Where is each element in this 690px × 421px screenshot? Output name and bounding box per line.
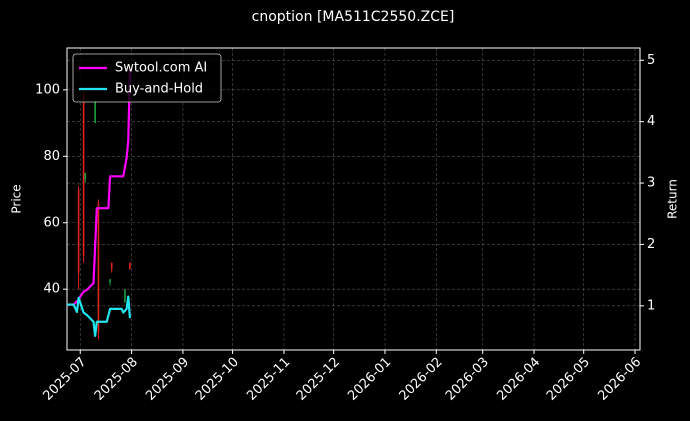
line-series: [67, 295, 132, 337]
x-tick-label: 2026-02: [397, 355, 446, 404]
candle-body: [84, 172, 87, 180]
x-tick-label: 2026-04: [494, 355, 543, 404]
y-tick-label: 40: [43, 282, 60, 297]
y2-axis-label: Return: [666, 179, 680, 219]
y-axis-label: Price: [10, 184, 24, 213]
x-tick-label: 2025-07: [41, 355, 90, 404]
y-tick-label: 60: [43, 215, 60, 230]
y2-tick-label: 4: [647, 114, 655, 129]
x-tick-label: 2025-11: [244, 355, 293, 404]
y2-tick-label: 5: [647, 53, 655, 68]
y-tick-label: 80: [43, 149, 60, 164]
x-tick-label: 2026-01: [345, 355, 394, 404]
candle-body: [94, 99, 96, 124]
candle-body: [82, 93, 85, 256]
y2-tick-label: 2: [647, 237, 655, 252]
legend-label: Swtool.com AI: [115, 61, 207, 76]
x-tick-label: 2025-12: [294, 355, 343, 404]
candle-body: [124, 289, 126, 303]
x-tick-label: 2026-06: [595, 355, 644, 404]
x-tick-label: 2025-08: [92, 355, 141, 404]
candle-body: [109, 279, 111, 283]
x-tick-label: 2025-09: [143, 355, 192, 404]
chart-title: cnoption [MA511C2550.ZCE]: [252, 9, 455, 25]
candle-body: [77, 189, 80, 273]
y-tick-label: 100: [35, 82, 60, 97]
plot-frame: [66, 47, 641, 351]
legend-label: Buy-and-Hold: [115, 82, 203, 97]
y2-tick-label: 1: [647, 298, 655, 313]
x-tick-label: 2026-03: [443, 355, 492, 404]
candle-body: [110, 262, 113, 270]
legend-box: [72, 53, 222, 103]
y2-tick-label: 3: [647, 176, 655, 191]
x-tick-label: 2025-10: [193, 355, 242, 404]
candle-body: [97, 202, 100, 333]
x-tick-label: 2026-05: [544, 355, 593, 404]
candle-body: [129, 262, 131, 270]
